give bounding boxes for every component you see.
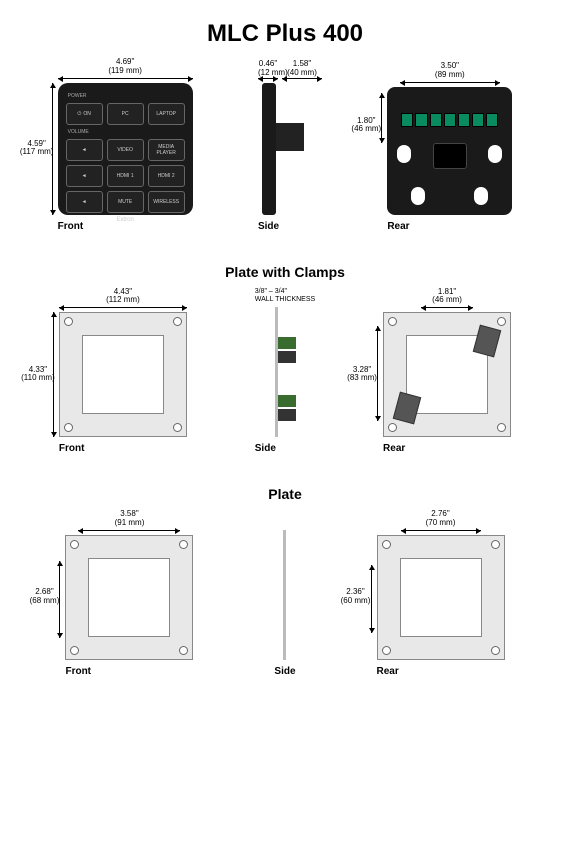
device-front-view: 4.69" (119 mm) 4.59" (117 mm) POWER ⏻ ON… [58,58,193,232]
plate-front-view: 3.58" (91 mm) 2.68" (68 mm) Front [65,510,193,677]
clamps-row: 4.43" (112 mm) 4.33" (110 mm) Front 3/8"… [0,288,570,455]
wireless-button[interactable]: WIRELESS [148,191,185,213]
page-title: MLC Plus 400 [0,20,570,48]
plate-side-view: Side [274,530,295,677]
caption-side: Side [258,221,279,232]
clamp-rear-view: 1.81" (46 mm) 3.28" (83 mm) Rear [383,288,511,455]
section-clamps-title: Plate with Clamps [0,264,570,280]
vol-left-button[interactable]: ◄ [66,165,103,187]
volume-section-label: VOLUME [66,129,185,135]
dim-clamp-front-h: 4.33" (110 mm) [21,366,55,384]
dim-rear-height: 1.80" (46 mm) [349,117,383,135]
caption-rear: Rear [387,221,409,232]
laptop-button[interactable]: LAPTOP [148,103,185,125]
brand-label: Extron [66,217,185,223]
clamp-plate-front [59,312,187,437]
vol-down-button[interactable]: ◄ [66,191,103,213]
plate-front [65,535,193,660]
mute-button[interactable]: MUTE [107,191,144,213]
dim-plate-front-w: 3.58" (91 mm) [78,510,180,528]
dim-rear-width: 3.50" (89 mm) [400,62,500,80]
video-button[interactable]: VIDEO [107,139,144,161]
hdmi2-button[interactable]: HDMI 2 [148,165,185,187]
dim-plate-front-h: 2.68" (68 mm) [27,588,61,606]
vol-up-button[interactable]: ◄ [66,139,103,161]
panel-side [262,83,276,215]
device-side-view: 0.46" (12 mm) 1.58" (40 mm) Side [258,60,322,232]
hdmi1-button[interactable]: HDMI 1 [107,165,144,187]
plate-side [283,530,286,660]
dim-wall-thickness: 3/8" – 3/4" WALL THICKNESS [255,288,315,303]
device-rear-view: 3.50" (89 mm) 1.80" (46 mm) Rear [387,62,512,232]
dim-plate-rear-h: 2.36" (60 mm) [339,588,373,606]
dim-plate-rear-w: 2.76" (70 mm) [401,510,481,528]
clamp-front-view: 4.43" (112 mm) 4.33" (110 mm) Front [59,288,187,455]
panel-front: POWER ⏻ ON PC LAPTOP VOLUME ◄ VIDEO MEDI… [58,83,193,215]
plate-rear [377,535,505,660]
clamp-side [271,307,299,437]
section-plate-title: Plate [0,486,570,502]
dim-clamp-rear-h: 3.28" (83 mm) [345,366,379,384]
dim-side-w2: 1.58" (40 mm) [282,60,322,78]
dim-clamp-rear-w: 1.81" (46 mm) [421,288,473,306]
connector-strip [401,113,498,127]
power-section-label: POWER [66,93,185,99]
clamp-side-view: 3/8" – 3/4" WALL THICKNESS Side [255,288,315,454]
dim-front-width: 4.69" (119 mm) [58,58,193,76]
device-row: 4.69" (119 mm) 4.59" (117 mm) POWER ⏻ ON… [0,58,570,232]
clamp-plate-rear [383,312,511,437]
jack-port [433,143,467,169]
plate-rear-view: 2.76" (70 mm) 2.36" (60 mm) Rear [377,510,505,677]
pc-button[interactable]: PC [107,103,144,125]
media-button[interactable]: MEDIA PLAYER [148,139,185,161]
panel-rear [387,87,512,215]
dim-front-height: 4.59" (117 mm) [20,140,54,158]
dim-clamp-front-w: 4.43" (112 mm) [59,288,187,306]
plate-row: 3.58" (91 mm) 2.68" (68 mm) Front Side 2… [0,510,570,677]
power-on-button[interactable]: ⏻ ON [66,103,103,125]
dim-arrow [58,78,193,79]
